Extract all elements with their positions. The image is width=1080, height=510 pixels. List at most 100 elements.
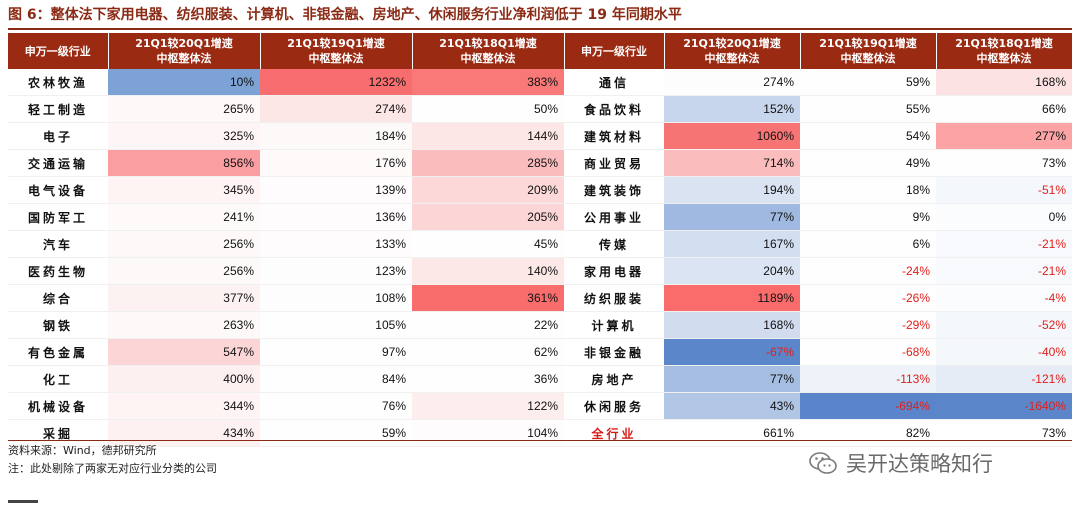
industry-name: 化工 (8, 365, 108, 393)
table-row: 化工 400% 84% 36% 房地产 77% -113% -121% (8, 365, 1072, 393)
growth-value: -694% (800, 392, 936, 420)
industry-name: 通信 (564, 69, 664, 96)
industry-name: 全行业 (564, 419, 664, 447)
growth-value: 77% (664, 365, 800, 393)
growth-value: 139% (260, 176, 412, 204)
source-divider (8, 440, 1072, 441)
title-divider (8, 28, 1072, 30)
industry-name: 综合 (8, 284, 108, 312)
growth-value: 10% (108, 69, 260, 96)
growth-value: 140% (412, 257, 564, 285)
growth-value: -29% (800, 311, 936, 339)
note-text: 注：此处剔除了两家无对应行业分类的公司 (8, 462, 217, 475)
table-row: 采掘 434% 59% 104% 全行业 661% 82% 73% (8, 419, 1072, 447)
industry-name: 房地产 (564, 365, 664, 393)
growth-value: 77% (664, 203, 800, 231)
column-header: 21Q1较20Q1增速 中枢整体法 (108, 33, 261, 69)
watermark: 吴开达策略知行 (808, 446, 1070, 480)
industry-name: 家用电器 (564, 257, 664, 285)
industry-name: 有色金属 (8, 338, 108, 366)
table-row: 汽车 256% 133% 45% 传媒 167% 6% -21% (8, 230, 1072, 258)
industry-name: 电气设备 (8, 176, 108, 204)
column-header: 申万一级行业 (564, 33, 665, 69)
column-header: 21Q1较18Q1增速 中枢整体法 (412, 33, 565, 69)
growth-value: -1640% (936, 392, 1072, 420)
growth-value: 43% (664, 392, 800, 420)
growth-value: -21% (936, 230, 1072, 258)
growth-value: 152% (664, 95, 800, 123)
growth-value: 18% (800, 176, 936, 204)
growth-value: 73% (936, 419, 1072, 447)
growth-value: 105% (260, 311, 412, 339)
growth-value: 0% (936, 203, 1072, 231)
growth-value: -26% (800, 284, 936, 312)
industry-name: 钢铁 (8, 311, 108, 339)
industry-name: 汽车 (8, 230, 108, 258)
growth-value: 144% (412, 122, 564, 150)
growth-value: -4% (936, 284, 1072, 312)
growth-value: 274% (260, 95, 412, 123)
growth-value: 256% (108, 230, 260, 258)
growth-value: 55% (800, 95, 936, 123)
growth-value: -52% (936, 311, 1072, 339)
growth-value: 256% (108, 257, 260, 285)
table-body: 农林牧渔 10% 1232% 383% 通信 274% 59% 168% 轻工制造 265% 274… (8, 69, 1072, 447)
wechat-icon (809, 452, 837, 474)
industry-name: 轻工制造 (8, 95, 108, 123)
industry-name: 国防军工 (8, 203, 108, 231)
growth-value: -113% (800, 365, 936, 393)
growth-value: 108% (260, 284, 412, 312)
industry-name: 公用事业 (564, 203, 664, 231)
table-row: 综合 377% 108% 361% 纺织服装 1189% -26% -4% (8, 284, 1072, 312)
column-header: 21Q1较20Q1增速 中枢整体法 (664, 33, 801, 69)
growth-value: 59% (260, 419, 412, 447)
industry-name: 机械设备 (8, 392, 108, 420)
growth-value: 62% (412, 338, 564, 366)
growth-value: 714% (664, 149, 800, 177)
growth-value: 383% (412, 69, 564, 96)
growth-value: -67% (664, 338, 800, 366)
source-block: 资料来源：Wind，德邦研究所 注：此处剔除了两家无对应行业分类的公司 (8, 442, 708, 478)
growth-value: 168% (664, 311, 800, 339)
growth-value: 84% (260, 365, 412, 393)
growth-value: 184% (260, 122, 412, 150)
growth-value: 54% (800, 122, 936, 150)
table-row: 医药生物 256% 123% 140% 家用电器 204% -24% -21% (8, 257, 1072, 285)
table-header-row: 申万一级行业 21Q1较20Q1增速 中枢整体法 21Q1较19Q1增速 中枢整体法… (8, 33, 1073, 69)
growth-value: 547% (108, 338, 260, 366)
growth-value: 361% (412, 284, 564, 312)
watermark-text: 吴开达策略知行 (846, 452, 993, 476)
growth-value: 345% (108, 176, 260, 204)
industry-name: 电子 (8, 122, 108, 150)
growth-value: 9% (800, 203, 936, 231)
growth-value: 136% (260, 203, 412, 231)
source-text: 资料来源：Wind，德邦研究所 (8, 444, 157, 457)
table-row: 轻工制造 265% 274% 50% 食品饮料 152% 55% 66% (8, 95, 1072, 123)
growth-value: 1189% (664, 284, 800, 312)
growth-value: 36% (412, 365, 564, 393)
growth-value: 434% (108, 419, 260, 447)
growth-value: -40% (936, 338, 1072, 366)
growth-value: 856% (108, 149, 260, 177)
growth-value: 6% (800, 230, 936, 258)
growth-value: -51% (936, 176, 1072, 204)
industry-name: 农林牧渔 (8, 69, 108, 96)
industry-name: 医药生物 (8, 257, 108, 285)
growth-value: 344% (108, 392, 260, 420)
growth-value: 377% (108, 284, 260, 312)
industry-name: 建筑材料 (564, 122, 664, 150)
industry-name: 食品饮料 (564, 95, 664, 123)
industry-profit-table: 申万一级行业 21Q1较20Q1增速 中枢整体法 21Q1较19Q1增速 中枢整体法… (8, 33, 1073, 447)
table-row: 电气设备 345% 139% 209% 建筑装饰 194% 18% -51% (8, 176, 1072, 204)
growth-value: 265% (108, 95, 260, 123)
industry-name: 交通运输 (8, 149, 108, 177)
industry-name: 非银金融 (564, 338, 664, 366)
corner-mark (8, 500, 38, 503)
growth-value: 22% (412, 311, 564, 339)
growth-value: 97% (260, 338, 412, 366)
column-header: 21Q1较19Q1增速 中枢整体法 (260, 33, 413, 69)
industry-name: 采掘 (8, 419, 108, 447)
column-header: 21Q1较18Q1增速 中枢整体法 (936, 33, 1073, 69)
growth-value: 325% (108, 122, 260, 150)
growth-value: 59% (800, 69, 936, 96)
